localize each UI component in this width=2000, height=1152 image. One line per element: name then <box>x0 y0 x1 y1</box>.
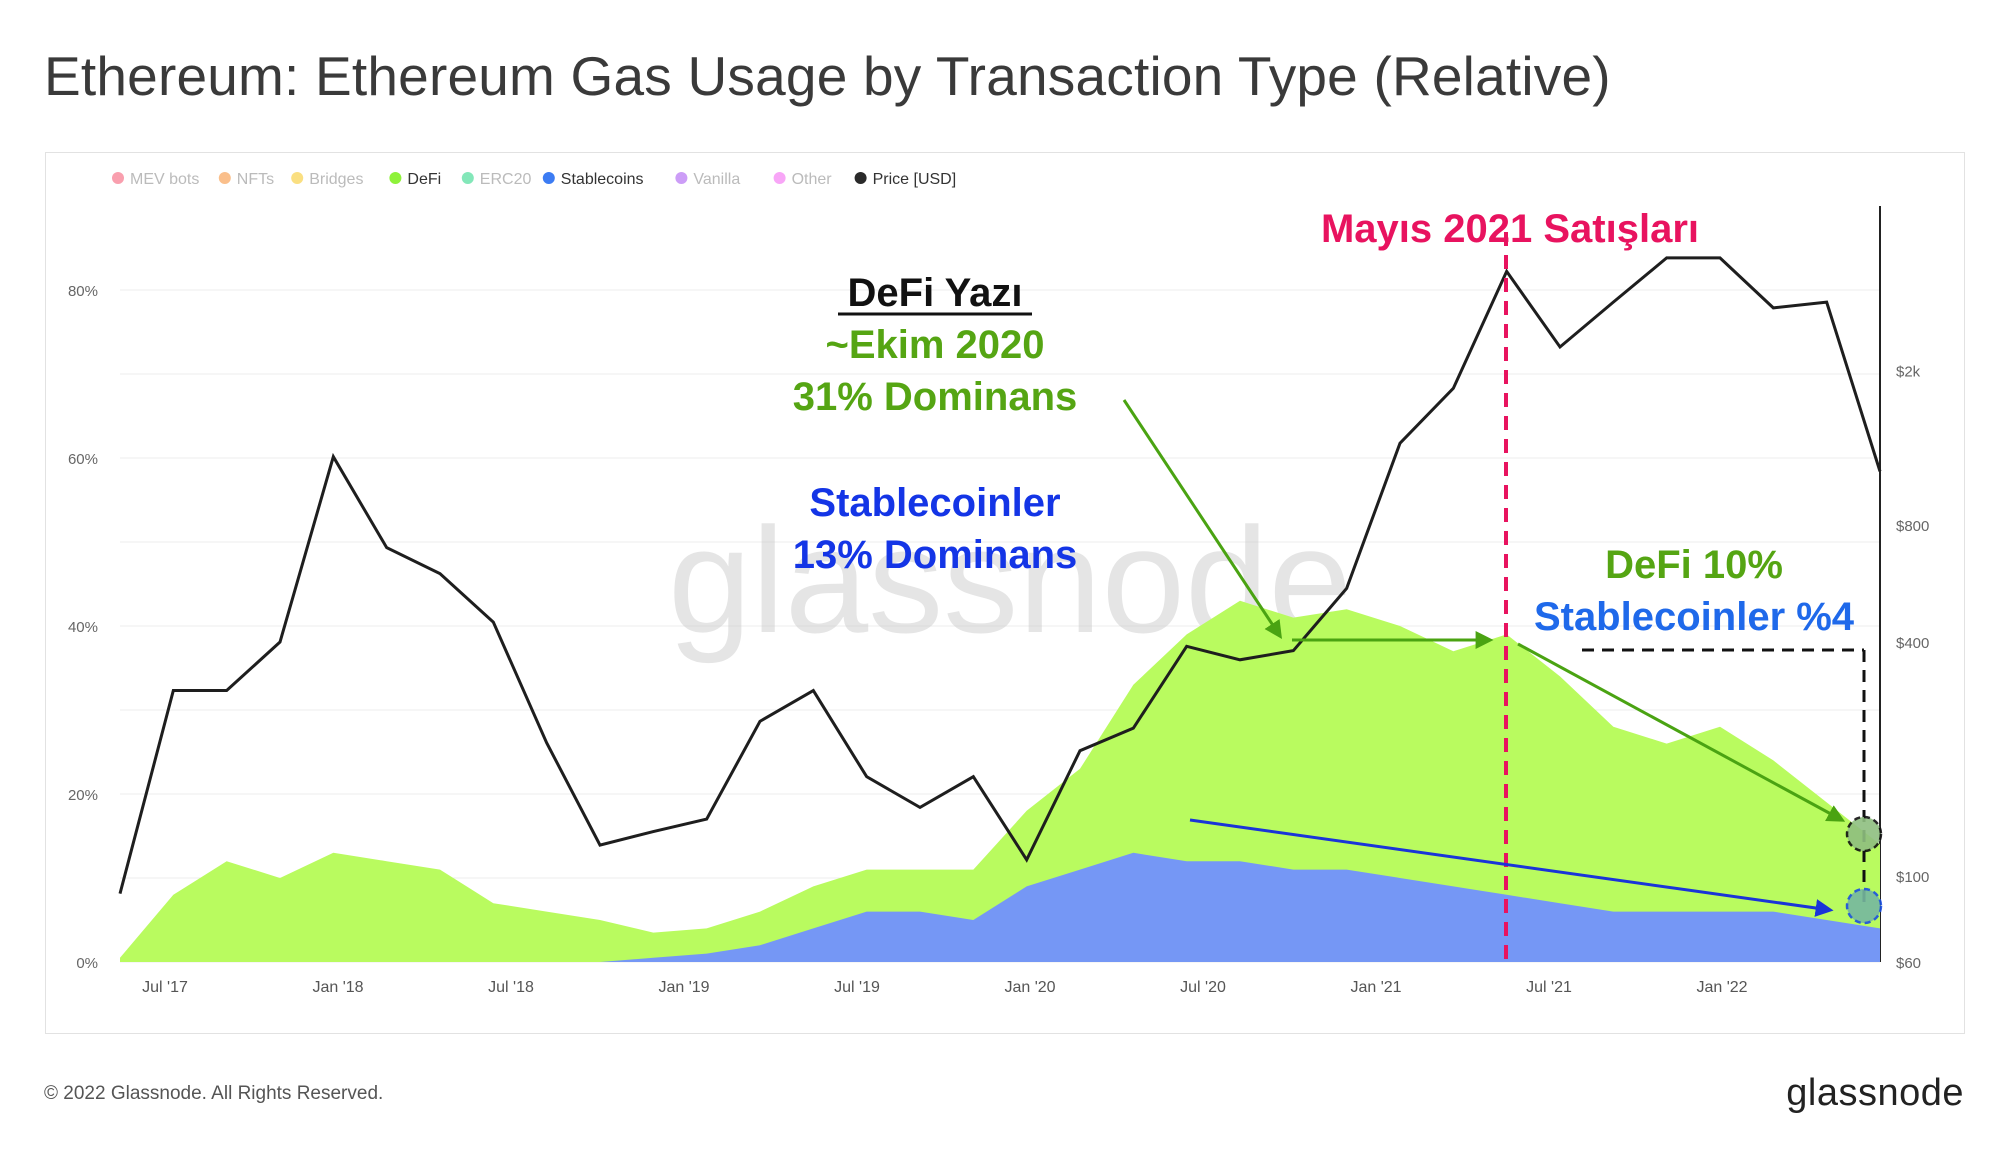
stablecoin-current-marker <box>1845 887 1883 925</box>
y-right-tick-label: $400 <box>1896 635 1929 652</box>
legend-defi-dot-icon <box>389 172 402 184</box>
x-tick-label: Jul '20 <box>1180 979 1226 996</box>
legend-bridges-dot-icon <box>291 172 304 184</box>
x-tick-label: Jan '19 <box>658 979 709 996</box>
y-left-tick-label: 20% <box>68 787 98 804</box>
defi-summer-arrow <box>1122 399 1282 640</box>
defi-decline-arrow <box>1517 642 1846 822</box>
legend-mev-bots-dot-icon <box>112 172 124 184</box>
legend-item-6: Vanilla <box>693 171 740 188</box>
stablecoin-title: Stablecoinler <box>809 481 1060 525</box>
x-tick-label: Jan '20 <box>1004 979 1055 996</box>
x-tick-label: Jan '21 <box>1350 979 1401 996</box>
legend-item-2: Bridges <box>309 171 363 188</box>
legend-other-dot-icon <box>773 172 786 184</box>
x-tick-label: Jul '19 <box>834 979 880 996</box>
x-tick-label: Jan '22 <box>1696 979 1747 996</box>
chart-panel <box>45 152 1965 1034</box>
y-left-tick-label: 60% <box>68 451 98 468</box>
defi-summer-title: DeFi Yazı <box>848 271 1023 315</box>
x-tick-label: Jul '17 <box>142 979 188 996</box>
legend-vanilla-dot-icon <box>675 172 688 184</box>
legend-nfts-dot-icon <box>218 172 231 184</box>
area-layers <box>118 256 1882 962</box>
legend-item-1: NFTs <box>237 171 274 188</box>
stablecoins-area <box>120 852 1880 962</box>
legend-item-3: DeFi <box>407 171 441 188</box>
stablecoin-dominance: 13% Dominans <box>793 533 1078 577</box>
defi-current-marker <box>1845 815 1883 853</box>
x-tick-label: Jan '18 <box>312 979 363 996</box>
may-2021-label: Mayıs 2021 Satışları <box>1321 207 1699 251</box>
stablecoin-current-label: Stablecoinler %4 <box>1534 595 1855 639</box>
y-right-tick-label: $2k <box>1896 364 1921 381</box>
legend-stablecoins-dot-icon <box>542 172 555 184</box>
legend-item-4: ERC20 <box>480 171 532 188</box>
y-left-tick-label: 40% <box>68 619 98 636</box>
legend-item-8: Price [USD] <box>873 171 957 188</box>
annotations: Mayıs 2021 Satışları DeFi Yazı ~Ekim 2020 3… <box>793 207 1883 962</box>
copyright-text: © 2022 Glassnode. All Rights Reserved. <box>44 1083 384 1104</box>
y-right-tick-label: $60 <box>1896 955 1921 972</box>
chart-legend: MEV bots NFTs Bridges DeFi ERC20 Stablecoins V… <box>112 171 956 188</box>
glassnode-logo: glassnode <box>1786 1072 1964 1114</box>
legend-price-usd--dot-icon <box>854 172 867 184</box>
defi-summer-dominance: 31% Dominans <box>793 375 1078 419</box>
page-title: Ethereum: Ethereum Gas Usage by Transact… <box>44 45 1611 107</box>
defi-area <box>120 600 1880 962</box>
legend-item-7: Other <box>792 171 833 188</box>
price-line <box>118 256 1882 894</box>
defi-summer-date: ~Ekim 2020 <box>825 323 1044 367</box>
stablecoin-decline-arrow <box>1189 818 1834 917</box>
defi-current-label: DeFi 10% <box>1605 543 1783 587</box>
axes: Jul '17 Jan '18 Jul '18 Jan '19 Jul '19 Jan '… <box>68 283 1929 996</box>
y-right-tick-label: $100 <box>1896 869 1929 886</box>
legend-item-0: MEV bots <box>130 171 199 188</box>
legend-erc20-dot-icon <box>461 172 474 184</box>
y-right-tick-label: $800 <box>1896 518 1929 535</box>
legend-item-5: Stablecoins <box>561 171 644 188</box>
x-tick-label: Jul '21 <box>1526 979 1572 996</box>
y-left-tick-label: 80% <box>68 283 98 300</box>
x-tick-label: Jul '18 <box>488 979 534 996</box>
y-left-tick-label: 0% <box>76 955 98 972</box>
